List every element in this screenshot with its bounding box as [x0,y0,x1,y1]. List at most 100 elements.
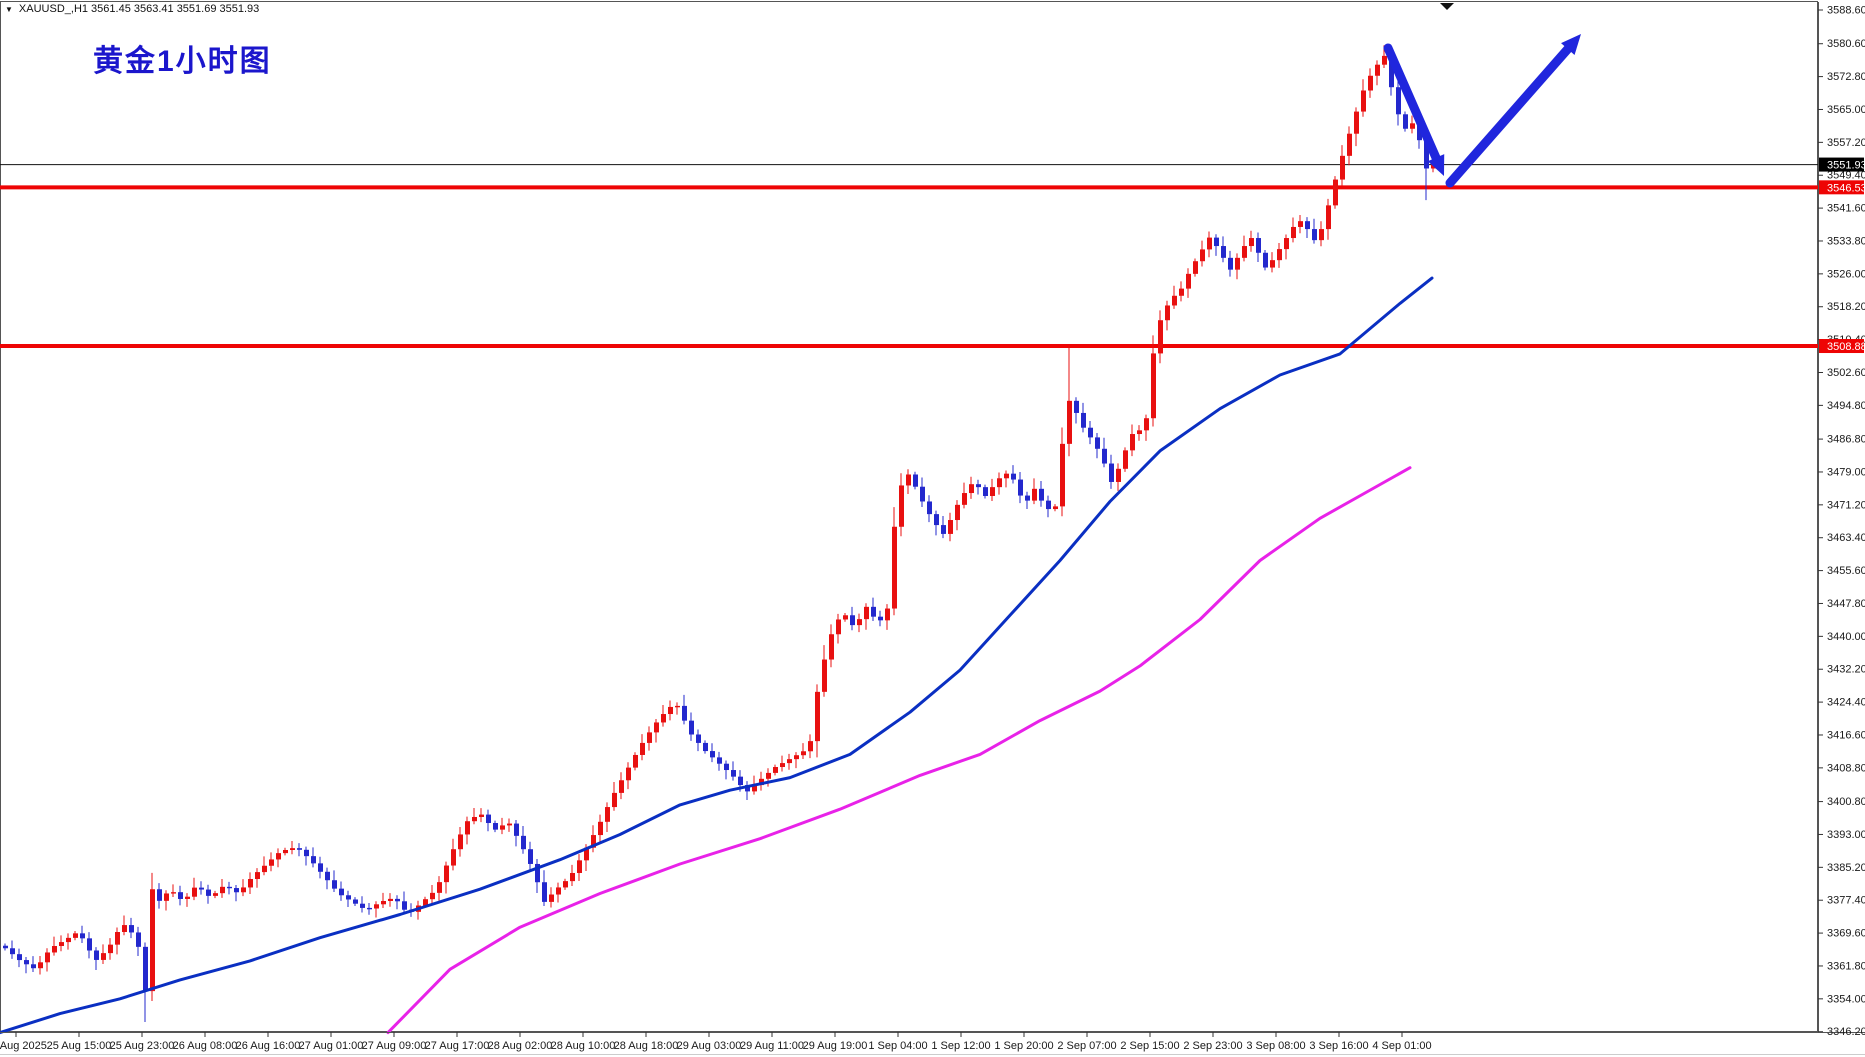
candle-up [164,893,169,901]
candle-down [80,933,85,939]
candle-down [87,938,92,951]
candle-up [584,847,589,861]
candle-down [850,615,855,626]
trend-arrow-up-shaft[interactable] [1445,44,1573,188]
candle-up [1249,238,1254,247]
candle-up [52,946,57,953]
candle-down [920,486,925,502]
time-axis-label: 3 Sep 08:00 [1246,1040,1305,1052]
candle-up [997,478,1002,488]
candle-up [66,937,71,943]
candle-up [815,691,820,742]
time-axis-label: 2 Sep 15:00 [1120,1040,1179,1052]
candle-up [1186,273,1191,289]
time-axis-label: 28 Aug 02:00 [488,1040,553,1052]
candle-up [843,615,848,620]
time-axis-label: 27 Aug 17:00 [425,1040,490,1052]
price-axis-label: 3526.00 [1827,268,1865,280]
time-axis-label: 25 Aug 23:00 [110,1040,175,1052]
candle-up [1116,468,1121,482]
trend-arrow-down[interactable] [1383,43,1445,176]
candle-down [542,882,547,902]
symbol-dropdown-icon[interactable]: ▼ [5,4,13,14]
candle-up [605,807,610,822]
time-axis-label: 3 Sep 16:00 [1309,1040,1368,1052]
time-axis-label: 1 Sep 20:00 [994,1040,1053,1052]
candle-up [1319,229,1324,241]
candle-up [647,732,652,743]
candle-up [1144,418,1149,431]
candle-up [759,778,764,786]
candle-up [591,835,596,848]
candle-down [31,964,36,969]
candle-down [402,901,407,910]
ma-fast-line[interactable] [0,276,1434,1035]
time-axis-label: 29 Aug 19:00 [803,1040,868,1052]
price-axis-label: 3557.20 [1827,137,1865,149]
candle-down [1109,463,1114,482]
price-axis-label: 3463.40 [1827,532,1865,544]
candle-down [206,889,211,896]
candle-up [1382,55,1387,65]
candle-up [1137,430,1142,435]
time-axis-label: 29 Aug 03:00 [677,1040,742,1052]
candle-up [1431,164,1436,169]
candle-down [983,487,988,496]
candle-down [878,616,883,621]
price-axis-label: 3486.80 [1827,434,1865,446]
candle-down [346,895,351,900]
candle-up [899,485,904,527]
candle-up [563,881,568,888]
candle-down [682,705,687,721]
candle-up [1354,111,1359,134]
candle-up [668,706,673,715]
candle-up [773,767,778,773]
candle-up [892,526,897,609]
candle-up [570,872,575,882]
candle-up [269,859,274,866]
price-axis-label: 3533.80 [1827,235,1865,247]
candle-down [1424,140,1429,169]
candle-down [927,501,932,515]
price-axis-label: 3580.60 [1827,38,1865,50]
candle-up [1375,64,1380,76]
candle-up [990,487,995,496]
candle-up [780,763,785,768]
chart-shift-marker-icon[interactable] [1440,3,1454,10]
candle-down [143,946,148,992]
candle-up [906,474,911,486]
trend-arrow-up-head[interactable] [1561,34,1581,55]
candle-up [465,821,470,835]
trend-arrow-down-shaft[interactable] [1383,43,1441,163]
price-axis-label: 3572.80 [1827,71,1865,83]
candle-up [619,780,624,793]
candle-down [1011,473,1016,480]
price-axis-label: 3369.60 [1827,928,1865,940]
price-axis-label: 3432.20 [1827,664,1865,676]
candle-down [1025,495,1030,501]
candle-down [94,950,99,960]
candle-down [696,734,701,743]
candle-down [1256,238,1261,253]
candle-up [1067,400,1072,444]
ma-slow-line[interactable] [386,466,1412,1035]
candle-down [934,514,939,526]
trend-arrow-down-head[interactable] [1427,154,1445,176]
candle-up [1123,450,1128,469]
candle-up [836,619,841,635]
candle-down [1081,412,1086,428]
candle-down [913,474,918,487]
candle-up [1368,75,1373,91]
candle-up [822,659,827,692]
candle-up [766,772,771,779]
price-axis-label: 3565.00 [1827,104,1865,116]
candle-down [3,945,8,949]
trend-arrow-up[interactable] [1445,34,1581,188]
candle-down [360,903,365,908]
candle-down [745,785,750,792]
candle-up [171,892,176,894]
candle-up [73,933,78,938]
price-axis-label: 3408.80 [1827,762,1865,774]
